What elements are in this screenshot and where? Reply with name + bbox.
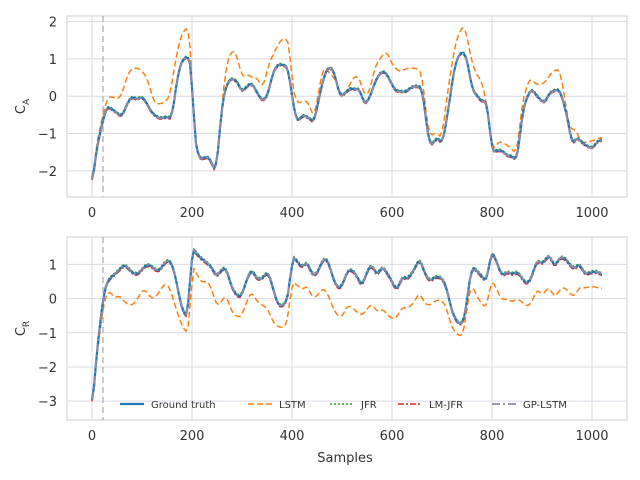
x-tick-label: 400 (280, 206, 305, 221)
y-tick-label: 0 (49, 293, 57, 308)
x-tick-label: 0 (88, 429, 96, 444)
x-tick-label: 800 (480, 206, 505, 221)
legend-label: LSTM (279, 400, 306, 411)
series-group (90, 247, 603, 402)
y-tick-label: 1 (49, 258, 57, 273)
y-tick-label: 1 (49, 53, 57, 68)
y-tick-label: −3 (38, 395, 57, 410)
y-tick-label: −1 (38, 128, 57, 143)
legend: Ground truth LSTM JFR LM-JFR GP-LSTM (120, 400, 567, 411)
x-tick-label: 0 (88, 206, 96, 221)
plot-area (66, 15, 628, 198)
y-tick-label: −2 (38, 361, 57, 376)
y-axis-label: CA (14, 98, 32, 114)
series-line-gp-lstm (91, 248, 603, 400)
series-line-gp-lstm (91, 52, 603, 180)
x-tick-label: 600 (380, 206, 405, 221)
x-tick-label: 1000 (575, 429, 608, 444)
x-tick-label: 200 (180, 429, 205, 444)
bottom-chart: 0 200 400 600 800 1000 −3 −2 −1 0 1 CR Ground truth L… (14, 236, 628, 444)
series-line-lstm (91, 267, 603, 400)
x-tick-label: 600 (380, 429, 405, 444)
legend-label: JFR (360, 400, 377, 411)
series-group (90, 27, 603, 181)
x-tick-label: 200 (180, 206, 205, 221)
y-axis-label: CR (14, 321, 32, 336)
x-tick-label: 800 (480, 429, 505, 444)
y-tick-label: 2 (49, 16, 57, 31)
legend-label: LM-JFR (429, 400, 463, 411)
x-tick-label: 400 (280, 429, 305, 444)
top-chart: 0 200 400 600 800 1000 −2 −1 0 1 2 CA (14, 15, 628, 221)
legend-label: GP-LSTM (523, 400, 567, 411)
x-tick-label: 1000 (575, 206, 608, 221)
x-axis-label: Samples (317, 451, 373, 466)
legend-label: Ground truth (151, 400, 216, 411)
y-tick-label: −2 (38, 165, 57, 180)
y-tick-label: −1 (38, 327, 57, 342)
y-tick-label: 0 (49, 90, 57, 105)
